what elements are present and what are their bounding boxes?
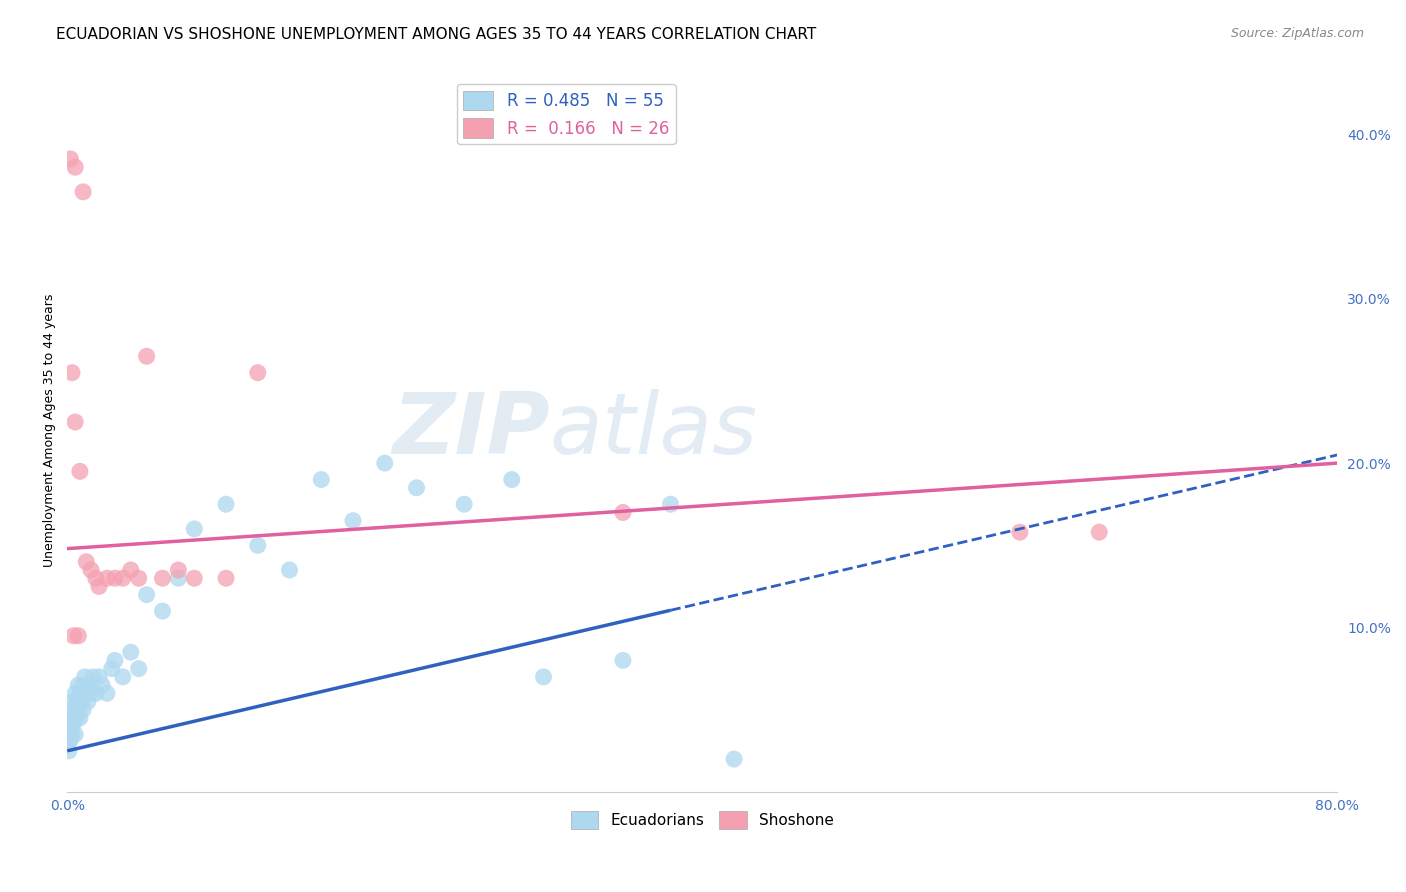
Point [58, 736, 80, 750]
Point [84, 686, 107, 700]
Point [76, 694, 98, 708]
Point [215, 571, 238, 585]
Point [63, 415, 86, 429]
Point [67, 703, 90, 717]
Point [69, 711, 91, 725]
Point [659, 497, 682, 511]
Point [374, 456, 396, 470]
Point [63, 686, 86, 700]
Point [82, 670, 104, 684]
Point [104, 653, 127, 667]
Point [1088, 525, 1111, 540]
Point [63, 727, 86, 741]
Point [63, 706, 86, 720]
Point [278, 563, 301, 577]
Point [72, 185, 94, 199]
Point [533, 670, 555, 684]
Point [135, 349, 157, 363]
Point [60, 703, 83, 717]
Point [96, 686, 118, 700]
Point [69, 686, 91, 700]
Point [66, 711, 89, 725]
Point [87, 670, 110, 684]
Point [100, 662, 122, 676]
Point [612, 505, 634, 519]
Point [120, 563, 142, 577]
Point [215, 497, 238, 511]
Point [66, 694, 89, 708]
Point [309, 473, 332, 487]
Point [58, 744, 80, 758]
Legend: Ecuadorians, Shoshone: Ecuadorians, Shoshone [564, 805, 841, 835]
Point [405, 481, 427, 495]
Point [63, 160, 86, 174]
Point [69, 464, 91, 478]
Point [183, 571, 205, 585]
Point [79, 678, 101, 692]
Point [60, 727, 83, 741]
Point [453, 497, 475, 511]
Point [135, 588, 157, 602]
Point [167, 563, 190, 577]
Text: ECUADORIAN VS SHOSHONE UNEMPLOYMENT AMONG AGES 35 TO 44 YEARS CORRELATION CHART: ECUADORIAN VS SHOSHONE UNEMPLOYMENT AMON… [56, 27, 817, 42]
Point [246, 538, 269, 552]
Point [59, 711, 82, 725]
Point [59, 732, 82, 747]
Point [152, 571, 174, 585]
Point [128, 662, 150, 676]
Point [80, 563, 103, 577]
Point [723, 752, 745, 766]
Point [501, 473, 523, 487]
Point [128, 571, 150, 585]
Point [87, 579, 110, 593]
Point [96, 571, 118, 585]
Point [59, 723, 82, 737]
Point [104, 571, 127, 585]
Point [73, 670, 96, 684]
Point [72, 678, 94, 692]
Point [70, 694, 93, 708]
Text: Source: ZipAtlas.com: Source: ZipAtlas.com [1230, 27, 1364, 40]
Point [62, 694, 84, 708]
Point [60, 366, 83, 380]
Point [183, 522, 205, 536]
Point [246, 366, 269, 380]
Point [111, 670, 134, 684]
Point [612, 653, 634, 667]
Point [80, 686, 103, 700]
Text: atlas: atlas [550, 389, 758, 472]
Point [72, 703, 94, 717]
Point [62, 715, 84, 730]
Text: ZIP: ZIP [392, 389, 550, 472]
Y-axis label: Unemployment Among Ages 35 to 44 years: Unemployment Among Ages 35 to 44 years [44, 293, 56, 567]
Point [111, 571, 134, 585]
Point [59, 152, 82, 166]
Point [58, 719, 80, 733]
Point [91, 678, 114, 692]
Point [75, 555, 97, 569]
Point [342, 514, 364, 528]
Point [60, 719, 83, 733]
Point [152, 604, 174, 618]
Point [167, 571, 190, 585]
Point [120, 645, 142, 659]
Point [62, 629, 84, 643]
Point [1008, 525, 1031, 540]
Point [67, 629, 90, 643]
Point [75, 686, 97, 700]
Point [67, 678, 90, 692]
Point [84, 571, 107, 585]
